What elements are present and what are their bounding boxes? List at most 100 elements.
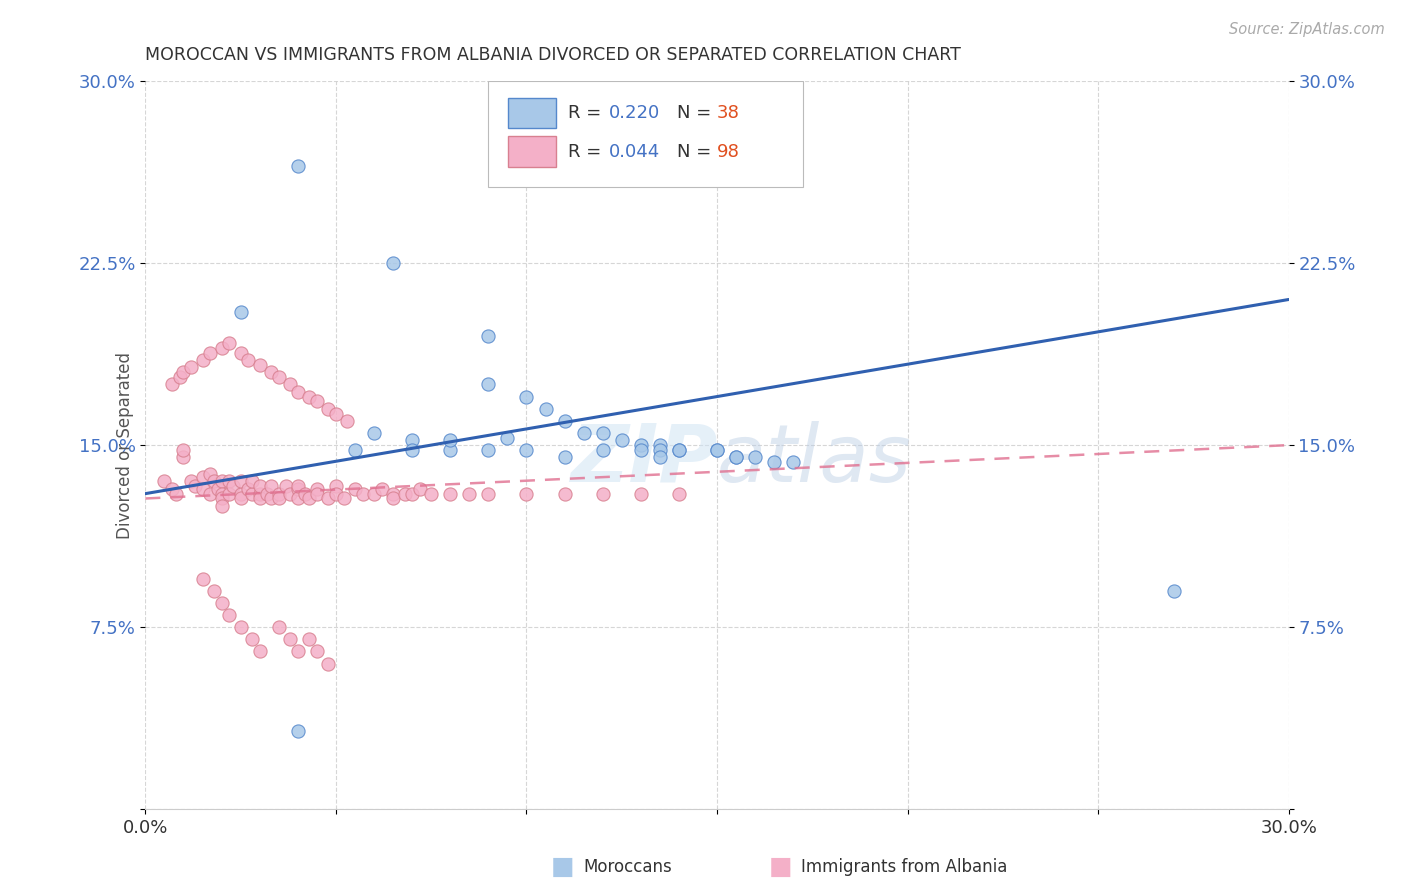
- FancyBboxPatch shape: [508, 136, 555, 167]
- Point: [630, 438, 652, 452]
- Point: [198, 467, 221, 482]
- Point: [439, 434, 461, 448]
- Point: [153, 475, 176, 489]
- Point: [554, 414, 576, 428]
- Point: [496, 431, 519, 445]
- Point: [211, 475, 233, 489]
- Point: [287, 159, 309, 173]
- Point: [515, 442, 537, 457]
- Point: [782, 455, 804, 469]
- Point: [267, 370, 290, 384]
- Text: atlas: atlas: [717, 421, 912, 499]
- Point: [298, 390, 321, 404]
- Point: [249, 358, 271, 372]
- Point: [763, 455, 786, 469]
- Point: [515, 390, 537, 404]
- Point: [610, 434, 633, 448]
- Point: [229, 475, 252, 489]
- Point: [198, 346, 221, 360]
- Point: [249, 644, 271, 658]
- FancyBboxPatch shape: [508, 98, 555, 128]
- Point: [343, 442, 366, 457]
- Point: [172, 450, 194, 465]
- Point: [318, 657, 340, 671]
- Point: [238, 482, 260, 496]
- Point: [725, 450, 748, 465]
- FancyBboxPatch shape: [488, 81, 803, 186]
- Point: [278, 632, 301, 647]
- Point: [202, 583, 225, 598]
- Point: [240, 475, 263, 489]
- Point: [325, 407, 347, 421]
- Point: [218, 486, 240, 500]
- Point: [202, 475, 225, 489]
- Point: [534, 401, 557, 416]
- Point: [267, 491, 290, 506]
- Point: [305, 482, 328, 496]
- Text: 98: 98: [717, 143, 740, 161]
- Text: ■: ■: [769, 855, 792, 879]
- Point: [401, 486, 423, 500]
- Text: N =: N =: [678, 104, 717, 122]
- Point: [305, 394, 328, 409]
- Point: [592, 425, 614, 440]
- Point: [278, 486, 301, 500]
- Point: [572, 425, 595, 440]
- Point: [222, 479, 245, 493]
- Point: [211, 341, 233, 355]
- Point: [287, 491, 309, 506]
- Point: [278, 377, 301, 392]
- Point: [191, 482, 214, 496]
- Point: [458, 486, 481, 500]
- Point: [298, 491, 321, 506]
- Point: [218, 336, 240, 351]
- Point: [191, 353, 214, 368]
- Point: [420, 486, 443, 500]
- Point: [294, 486, 316, 500]
- Text: Source: ZipAtlas.com: Source: ZipAtlas.com: [1229, 22, 1385, 37]
- Text: 38: 38: [717, 104, 740, 122]
- Point: [725, 450, 748, 465]
- Point: [630, 442, 652, 457]
- Point: [439, 486, 461, 500]
- Point: [343, 482, 366, 496]
- Point: [554, 450, 576, 465]
- Point: [249, 491, 271, 506]
- Point: [515, 486, 537, 500]
- Point: [184, 479, 207, 493]
- Text: ZIP: ZIP: [569, 421, 717, 499]
- Point: [218, 475, 240, 489]
- Point: [172, 365, 194, 379]
- Point: [240, 486, 263, 500]
- Point: [382, 486, 405, 500]
- Point: [554, 486, 576, 500]
- Text: Immigrants from Albania: Immigrants from Albania: [801, 858, 1008, 876]
- Point: [249, 479, 271, 493]
- Point: [249, 486, 271, 500]
- Point: [668, 442, 690, 457]
- Point: [240, 632, 263, 647]
- Point: [211, 486, 233, 500]
- Point: [394, 486, 416, 500]
- Point: [401, 442, 423, 457]
- Point: [744, 450, 766, 465]
- Point: [229, 346, 252, 360]
- Text: R =: R =: [568, 104, 607, 122]
- Point: [229, 304, 252, 318]
- Point: [169, 370, 191, 384]
- Point: [260, 365, 283, 379]
- Point: [276, 479, 298, 493]
- Point: [706, 442, 728, 457]
- Point: [370, 482, 392, 496]
- Point: [363, 425, 385, 440]
- Text: Moroccans: Moroccans: [583, 858, 672, 876]
- Point: [363, 486, 385, 500]
- Point: [1163, 583, 1185, 598]
- Point: [160, 377, 183, 392]
- Point: [409, 482, 432, 496]
- Point: [229, 620, 252, 634]
- Point: [325, 479, 347, 493]
- Point: [172, 442, 194, 457]
- Point: [180, 475, 202, 489]
- Point: [332, 491, 354, 506]
